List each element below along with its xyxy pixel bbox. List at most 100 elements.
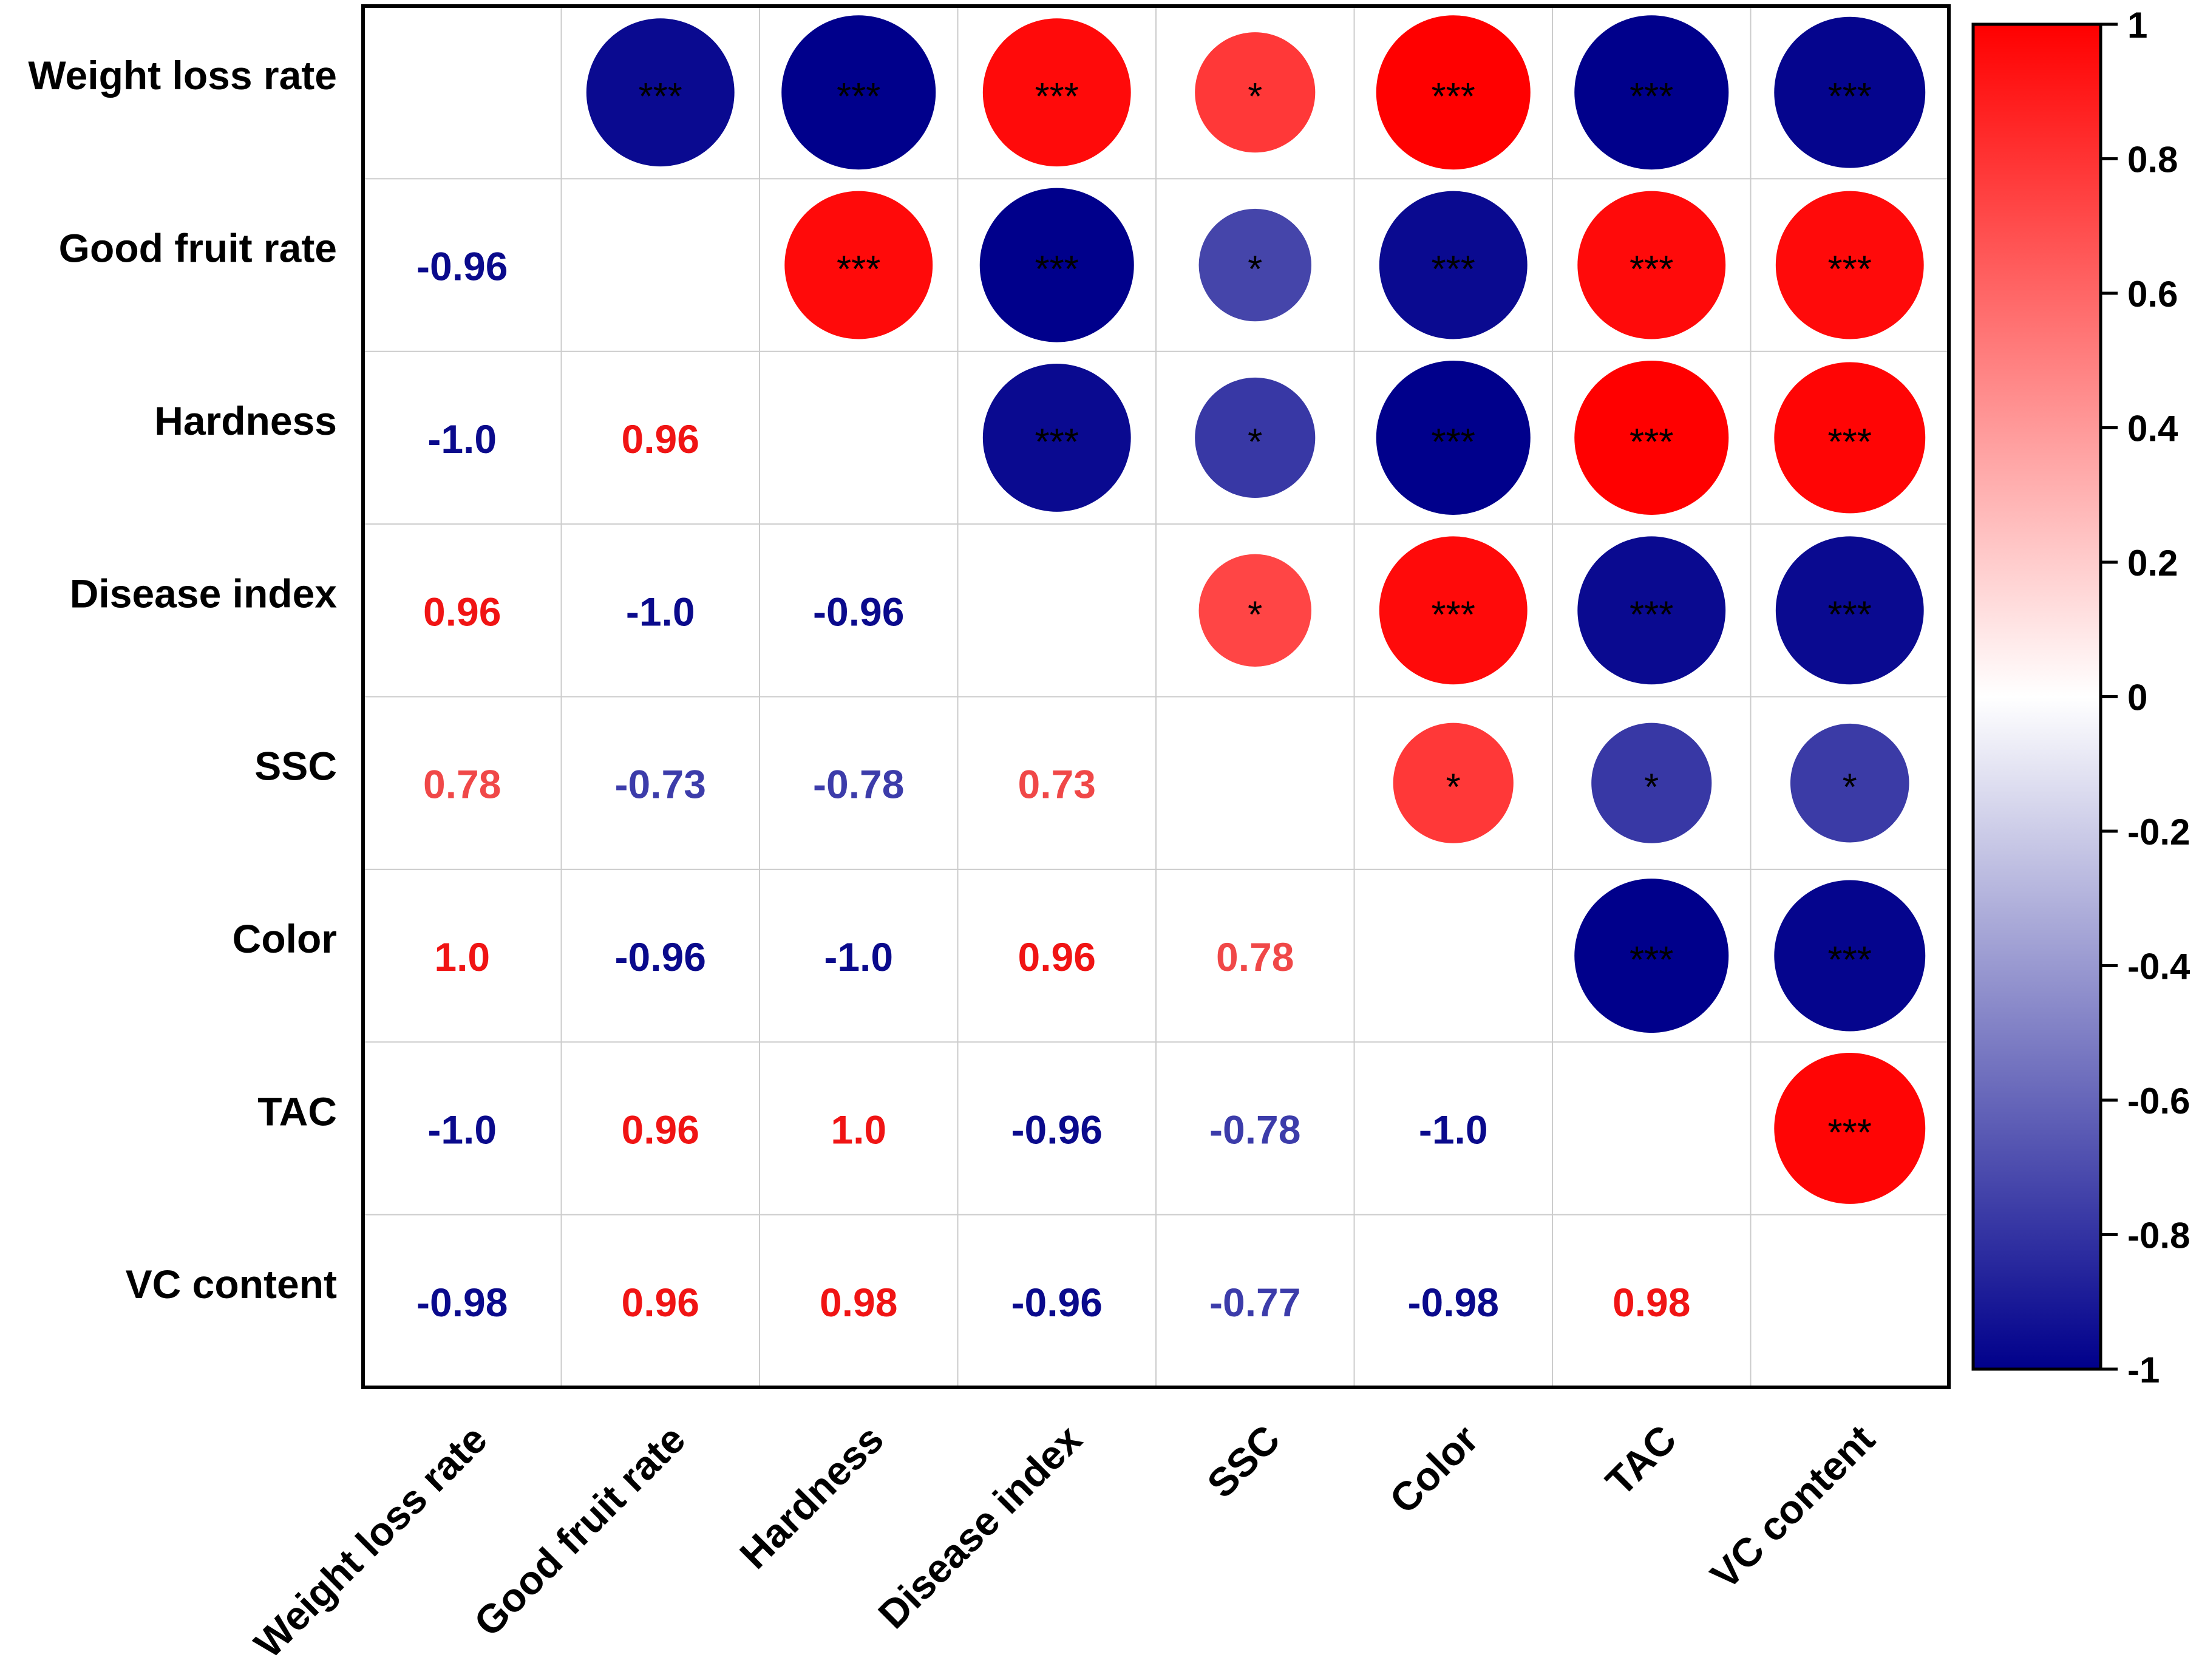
colorbar-tick-label: -0.4 xyxy=(2127,947,2191,987)
column-label: Good fruit rate xyxy=(465,1416,693,1645)
column-label: Hardness xyxy=(731,1416,892,1577)
corr-circle xyxy=(1376,15,1531,170)
colorbar-tick-label: 0.4 xyxy=(2127,409,2178,449)
significance-label: * xyxy=(1446,767,1461,809)
corr-value-label: 0.78 xyxy=(1216,934,1294,979)
significance-label: *** xyxy=(1828,939,1872,981)
colorbar-tick-label: -0.8 xyxy=(2127,1216,2190,1256)
corr-circle xyxy=(586,18,735,167)
corr-value-label: -1.0 xyxy=(427,1107,497,1152)
corr-circle xyxy=(1574,879,1729,1033)
colorbar-tick-label: 0.2 xyxy=(2127,543,2178,583)
corr-circle xyxy=(781,15,936,170)
row-label: SSC xyxy=(254,744,337,789)
corr-value-label: -0.96 xyxy=(1011,1107,1103,1152)
corr-circle xyxy=(982,364,1131,512)
colorbar: 1 0.8 0.6 0.4 0.2 0 -0.2 -0.4 -0.6 -0.8 -1 xyxy=(1971,5,2191,1390)
corr-value-label: -0.96 xyxy=(1011,1280,1103,1325)
significance-label: *** xyxy=(837,249,880,291)
corr-value-label: -0.78 xyxy=(813,762,904,807)
corr-value-label: 1.0 xyxy=(831,1107,886,1152)
corr-circle xyxy=(1195,32,1316,153)
colorbar-tick-label: -0.2 xyxy=(2127,812,2190,852)
corr-value-label: -1.0 xyxy=(626,589,695,634)
corr-circle xyxy=(784,191,933,339)
column-label: Weight loss rate xyxy=(245,1416,495,1667)
colorbar-tick-label: 1 xyxy=(2127,5,2147,46)
significance-label: *** xyxy=(1828,1112,1872,1154)
corr-circle xyxy=(982,18,1131,167)
corr-circle xyxy=(1195,377,1316,498)
significance-label: *** xyxy=(1035,249,1079,291)
significance-label: *** xyxy=(1630,939,1673,981)
corr-value-label: 0.73 xyxy=(1018,762,1096,807)
corr-value-label: -0.96 xyxy=(813,589,904,634)
significance-label: * xyxy=(1248,249,1262,291)
significance-label: *** xyxy=(1432,594,1475,636)
colorbar-tick-label: 0 xyxy=(2127,678,2147,718)
corr-circle xyxy=(1393,723,1514,843)
corr-value-label: -0.98 xyxy=(416,1280,508,1325)
significance-label: *** xyxy=(639,76,682,118)
corr-circle xyxy=(1574,15,1729,170)
corr-value-label: -0.78 xyxy=(1209,1107,1300,1152)
corr-circle xyxy=(1379,536,1528,685)
row-label: Good fruit rate xyxy=(59,226,337,271)
corr-circle xyxy=(1775,536,1924,685)
corr-value-label: 0.96 xyxy=(423,589,501,634)
significance-label: *** xyxy=(1432,76,1475,118)
corr-circle xyxy=(1577,536,1726,685)
row-label: Hardness xyxy=(154,398,337,443)
corr-circle xyxy=(1376,360,1531,515)
column-label: Color xyxy=(1381,1416,1486,1522)
significance-label: *** xyxy=(1828,249,1872,291)
colorbar-tick-label: 0.8 xyxy=(2127,140,2178,180)
corr-value-label: 0.96 xyxy=(622,1107,699,1152)
significance-label: * xyxy=(1644,767,1659,809)
significance-label: *** xyxy=(837,76,880,118)
grid-layer xyxy=(361,4,1951,1389)
corr-circle xyxy=(1198,208,1311,322)
corr-circle xyxy=(1774,1052,1926,1204)
significance-label: * xyxy=(1843,767,1857,809)
corr-circle xyxy=(1774,880,1926,1032)
corr-value-label: 0.98 xyxy=(1613,1280,1690,1325)
corr-value-label: -0.77 xyxy=(1209,1280,1300,1325)
cell-layer: *** *** *** * *** *** ***-0.96 *** *** * *** *** ***… xyxy=(416,15,1926,1325)
column-label: Disease index xyxy=(869,1416,1090,1637)
significance-label: *** xyxy=(1630,421,1673,463)
corr-circle xyxy=(1577,191,1726,339)
significance-label: *** xyxy=(1035,421,1079,463)
corr-value-label: -1.0 xyxy=(824,934,893,979)
corr-circle xyxy=(1790,723,1909,843)
column-label: VC content xyxy=(1702,1416,1883,1598)
corr-circle xyxy=(1198,554,1311,667)
corr-value-label: 1.0 xyxy=(434,934,490,979)
significance-label: *** xyxy=(1828,421,1872,463)
corr-circle xyxy=(1379,191,1528,339)
row-label: Disease index xyxy=(70,571,338,616)
row-label: Color xyxy=(233,916,337,961)
column-label: SSC xyxy=(1198,1416,1288,1506)
corr-value-label: 0.78 xyxy=(423,762,501,807)
significance-label: *** xyxy=(1035,76,1079,118)
corr-value-label: -0.96 xyxy=(615,934,706,979)
colorbar-tick-label: -1 xyxy=(2127,1350,2160,1390)
corr-circle xyxy=(1774,362,1926,514)
significance-label: *** xyxy=(1630,594,1673,636)
significance-label: *** xyxy=(1432,249,1475,291)
significance-label: * xyxy=(1248,76,1262,118)
corr-circle xyxy=(1574,360,1729,515)
significance-label: * xyxy=(1248,421,1262,463)
corr-circle xyxy=(1591,723,1712,843)
corr-value-label: -0.96 xyxy=(416,244,508,289)
plot-frame xyxy=(361,4,1951,1389)
corr-value-label: -0.98 xyxy=(1408,1280,1499,1325)
corr-circle xyxy=(979,188,1134,342)
significance-label: *** xyxy=(1828,594,1872,636)
corr-value-label: 0.96 xyxy=(622,1280,699,1325)
colorbar-gradient xyxy=(1971,22,2102,1371)
